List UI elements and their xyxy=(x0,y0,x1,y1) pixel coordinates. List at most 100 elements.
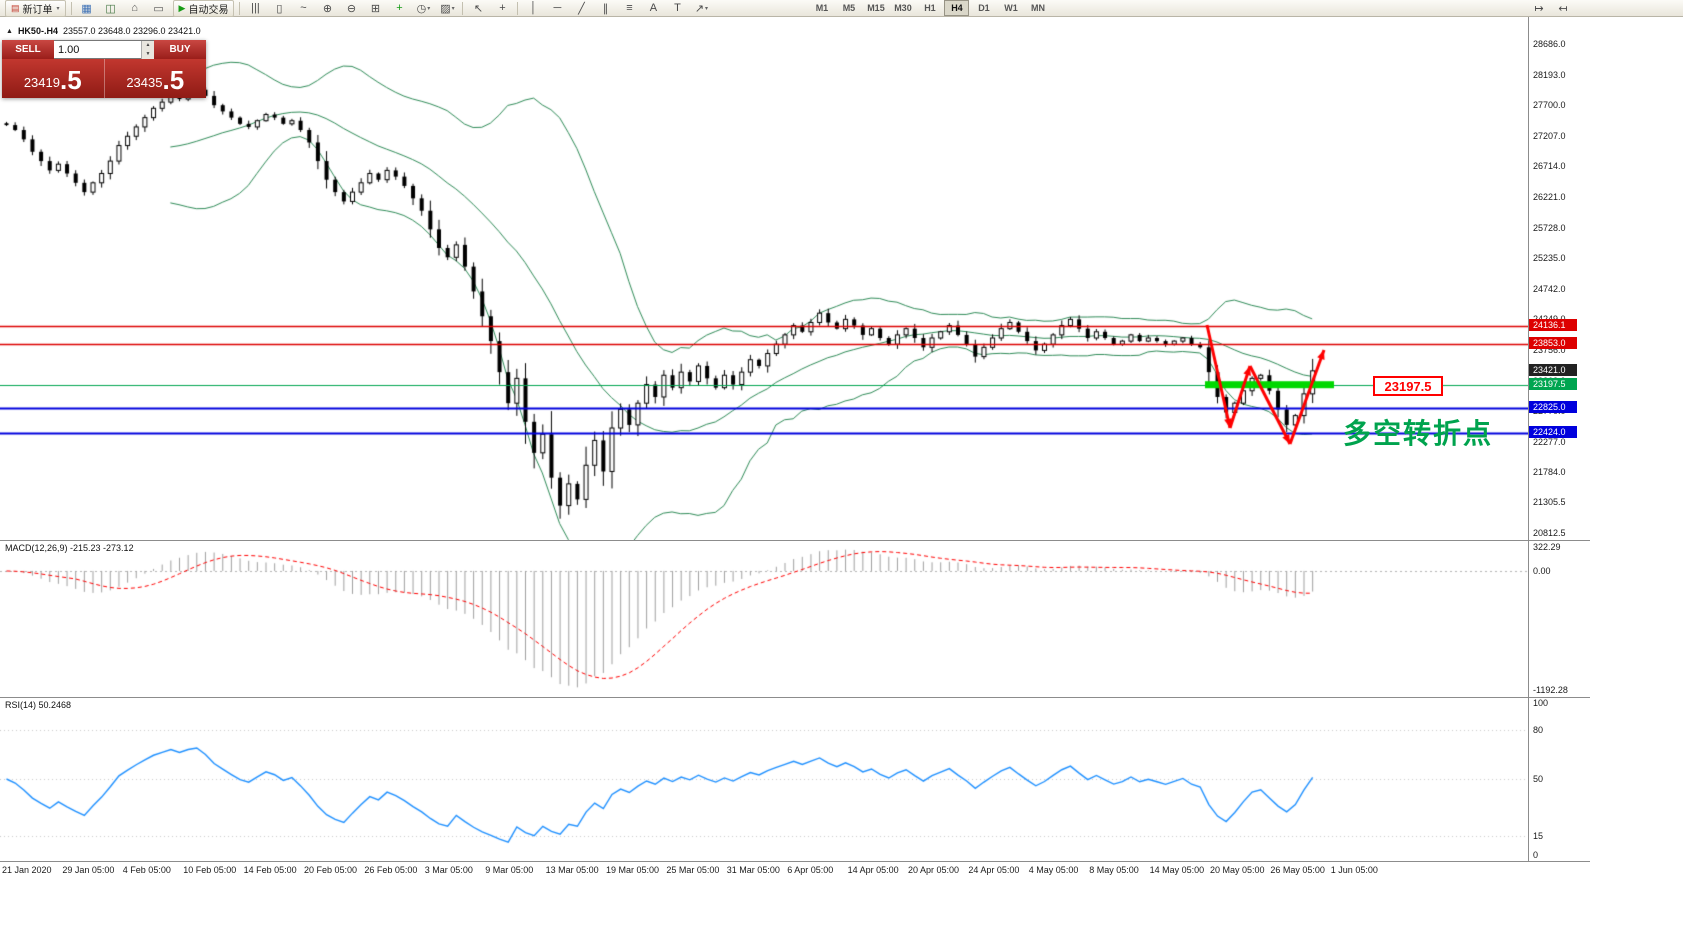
time-axis-label: 14 May 05:00 xyxy=(1149,865,1205,875)
time-axis-label: 26 May 05:00 xyxy=(1270,865,1325,875)
line-chart-icon[interactable]: ~ xyxy=(300,2,307,14)
time-axis-label: 21 Jan 2020 xyxy=(2,865,52,875)
templates-icon[interactable]: ▨ ▾ xyxy=(440,2,455,15)
volume-up-button[interactable]: ▲ xyxy=(141,41,154,50)
crosshair-icon[interactable]: + xyxy=(499,2,506,14)
price-tick-label: 21305.5 xyxy=(1533,497,1566,508)
time-axis-label: 20 Feb 05:00 xyxy=(304,865,358,875)
timeframe-button-d1[interactable]: D1 xyxy=(978,3,990,13)
chart-title: ▲ HK50-.H4 23557.0 23648.0 23296.0 23421… xyxy=(6,26,201,36)
time-axis-label: 4 May 05:00 xyxy=(1028,865,1079,875)
autotrading-button-label: 自动交易 xyxy=(188,4,229,16)
navigator-icon[interactable]: ⌂ xyxy=(131,2,138,14)
one-click-trading-toggle-icon[interactable]: ▲ xyxy=(6,27,13,35)
bar-chart-icon[interactable]: ||| xyxy=(251,2,260,14)
time-axis-label: 10 Feb 05:00 xyxy=(183,865,237,875)
zoom-in-icon[interactable]: ⊕ xyxy=(322,2,333,15)
time-axis-label: 1 Jun 05:00 xyxy=(1330,865,1378,875)
buy-price-pips: .5 xyxy=(162,65,185,95)
one-click-trading-panel: SELL ▲ ▼ BUY 23419.5 23435.5 xyxy=(2,40,206,98)
time-scale[interactable]: 21 Jan 2020 29 Jan 05:00 4 Feb 05:00 10 Feb… xyxy=(0,862,1590,878)
periods-icon[interactable]: ◷ ▾ xyxy=(416,2,431,15)
horizontal-line-icon[interactable]: ─ xyxy=(553,2,562,14)
autotrading-button[interactable]: ▶ 自动交易 xyxy=(172,0,235,17)
price-tick-label: 20812.5 xyxy=(1533,527,1566,538)
macd-indicator-label: MACD(12,26,9) -215.23 -273.12 xyxy=(5,543,134,553)
timeframe-button-h1[interactable]: H1 xyxy=(924,3,936,13)
timeframe-button-m30[interactable]: M30 xyxy=(894,3,912,13)
sell-price[interactable]: 23419.5 xyxy=(2,59,104,98)
rsi-level-label: 80 xyxy=(1533,724,1544,735)
timeframe-button-h4[interactable]: H4 xyxy=(944,0,970,16)
fibonacci-icon[interactable]: ≡ xyxy=(626,2,633,14)
volume-box: ▲ ▼ xyxy=(54,40,154,59)
pane-separator-macd[interactable] xyxy=(0,540,1590,541)
time-axis-label: 8 May 05:00 xyxy=(1089,865,1139,875)
time-axis-label: 14 Feb 05:00 xyxy=(243,865,297,875)
text-label-icon[interactable]: T xyxy=(674,2,681,14)
market-watch-icon[interactable]: ▦ xyxy=(81,2,92,15)
rsi-pane-canvas[interactable] xyxy=(0,697,1528,861)
buy-price-main: 23435 xyxy=(126,75,163,90)
pane-separator-rsi[interactable] xyxy=(0,697,1590,698)
tile-windows-icon[interactable]: ⊞ xyxy=(370,2,381,15)
new-order-button[interactable]: ▤ 新订单 ▾ xyxy=(5,0,66,17)
timeframe-button-m5[interactable]: M5 xyxy=(842,3,856,13)
time-axis-label: 4 Feb 05:00 xyxy=(122,865,171,875)
chart-ohlc-values: 23557.0 23648.0 23296.0 23421.0 xyxy=(62,26,201,36)
price-tick-label: 27207.0 xyxy=(1533,130,1566,141)
data-window-icon[interactable]: ◫ xyxy=(105,2,116,15)
macd-pane-canvas[interactable] xyxy=(0,540,1528,697)
auto-scroll-icon[interactable]: ↦ xyxy=(1534,2,1544,15)
dropdown-arrow-icon: ▾ xyxy=(705,5,709,12)
zoom-out-icon[interactable]: ⊖ xyxy=(346,2,357,15)
price-chart-canvas[interactable] xyxy=(0,17,1528,540)
time-axis-label: 14 Apr 05:00 xyxy=(847,865,899,875)
timeframe-button-m15[interactable]: M15 xyxy=(867,3,885,13)
price-tick-label: 28193.0 xyxy=(1533,69,1566,80)
time-axis-label: 20 May 05:00 xyxy=(1210,865,1265,875)
price-level-box: 23421.0 xyxy=(1529,363,1577,376)
time-axis-label: 25 Mar 05:00 xyxy=(666,865,720,875)
time-axis-label: 31 Mar 05:00 xyxy=(726,865,780,875)
main-toolbar: ▤ 新订单 ▾ ▦ ◫ ⌂ ▭ ▶ 自动交易 ||| ▯ ~ ⊕ ⊖ ⊞ + ◷ ▾ ▨ ▾ ↖ + │ ─ ╱ ∥ ≡ A T ↗ ▾ M1… xyxy=(0,0,1683,17)
price-level-box: 23197.5 xyxy=(1529,377,1577,390)
rsi-level-label: 0 xyxy=(1533,850,1539,860)
arrows-icon[interactable]: ↗ ▾ xyxy=(694,2,709,15)
indicators-icon[interactable]: + xyxy=(396,2,403,14)
price-tick-label: 23756.0 xyxy=(1533,345,1566,356)
time-axis-label: 29 Jan 05:00 xyxy=(62,865,115,875)
price-scale[interactable]: 28686.0 28193.0 27700.0 27207.0 26714.0 26221… xyxy=(1528,17,1591,861)
buy-price[interactable]: 23435.5 xyxy=(105,59,207,98)
sell-price-pips: .5 xyxy=(59,65,82,95)
price-tick-label: 27700.0 xyxy=(1533,100,1566,111)
candlestick-chart-icon[interactable]: ▯ xyxy=(276,2,283,15)
buy-button[interactable]: BUY xyxy=(154,40,206,59)
volume-input[interactable] xyxy=(54,41,141,58)
chart-symbol-label: HK50-.H4 xyxy=(17,26,58,36)
dropdown-arrow-icon: ▾ xyxy=(451,5,455,12)
chart-shift-icon[interactable]: ↤ xyxy=(1558,2,1568,15)
rsi-level-label: 100 xyxy=(1533,698,1549,708)
time-axis-label: 9 Mar 05:00 xyxy=(485,865,534,875)
turning-point-text: 多空转折点 xyxy=(1343,418,1494,449)
sell-button[interactable]: SELL xyxy=(2,40,54,59)
text-icon[interactable]: A xyxy=(649,2,658,14)
vertical-line-icon[interactable]: │ xyxy=(530,2,537,14)
timeframe-button-w1[interactable]: W1 xyxy=(1004,3,1018,13)
toolbar-separator xyxy=(462,1,464,15)
timeframe-button-m1[interactable]: M1 xyxy=(815,3,829,13)
cursor-icon[interactable]: ↖ xyxy=(473,2,484,15)
terminal-icon[interactable]: ▭ xyxy=(153,2,164,15)
macd-axis-zero-label: 0.00 xyxy=(1533,565,1551,576)
timeframe-toolbar: M1 M5 M15 M30 H1 H4 D1 W1 MN xyxy=(808,0,1051,16)
trendline-icon[interactable]: ╱ xyxy=(578,2,585,15)
volume-down-button[interactable]: ▼ xyxy=(141,50,154,59)
dropdown-arrow-icon: ▾ xyxy=(56,5,60,12)
price-tick-label: 21784.0 xyxy=(1533,467,1566,478)
toolbar-right-group: ↦ ↤ xyxy=(1527,0,1575,17)
timeframe-button-mn[interactable]: MN xyxy=(1030,3,1045,13)
channel-icon[interactable]: ∥ xyxy=(602,2,609,15)
pane-separator-timescale xyxy=(0,861,1590,862)
